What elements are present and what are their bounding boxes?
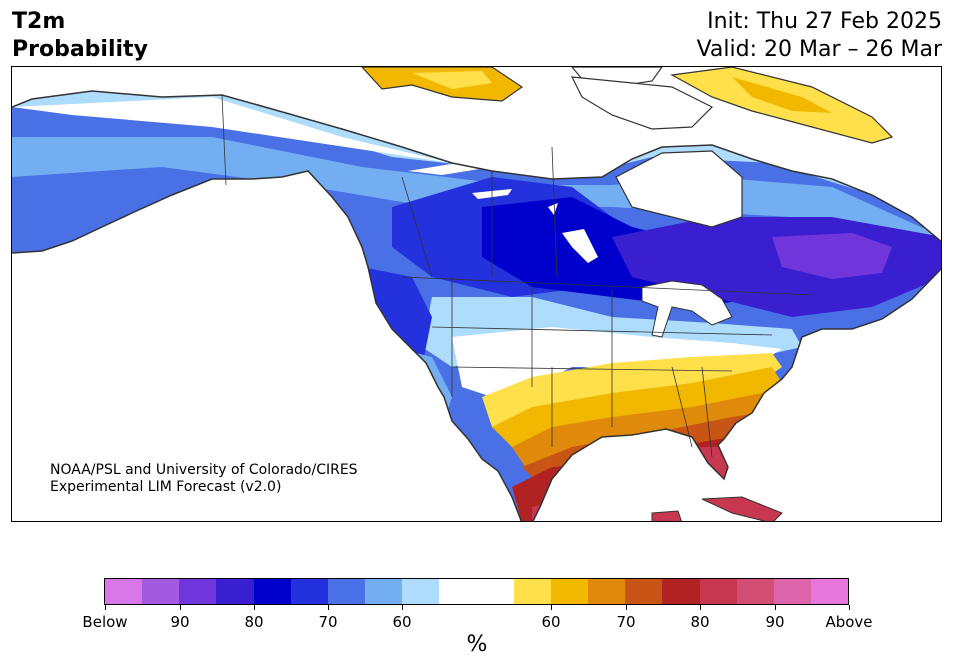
colorbar-segment [105, 579, 143, 604]
reindeer-lake [548, 203, 558, 215]
colorbar-segment [142, 579, 180, 604]
colorbar-segment [216, 579, 254, 604]
colorbar-tick-label: 60 [541, 613, 561, 631]
great-slave-lake [408, 159, 492, 175]
cuba [701, 496, 783, 521]
colorbar-tick-mark [775, 605, 776, 610]
field-title: Probability [12, 37, 148, 62]
colorbar-tick-label: 60 [392, 613, 412, 631]
valid-range: Valid: 20 Mar – 26 Mar [696, 37, 942, 62]
colorbar-tick-mark [254, 605, 255, 610]
colorbar-segment [736, 579, 774, 604]
hudson-bay [615, 150, 743, 228]
great-lakes [641, 280, 733, 338]
colorbar-segment [253, 579, 291, 604]
colorbar-segment [402, 579, 440, 604]
colorbar-tick-mark [551, 605, 552, 610]
band-white-north [12, 97, 452, 163]
colorbar-segment [327, 579, 366, 604]
credit-text: NOAA/PSL and University of Colorado/CIRE… [50, 462, 358, 496]
variable-title: T2m [12, 9, 66, 34]
colorbar-segment [476, 579, 514, 604]
colorbar-tick-label: Above [825, 613, 873, 631]
colorbar-tick-mark [328, 605, 329, 610]
yucatan [651, 510, 682, 521]
colorbar-tick-label: 70 [318, 613, 338, 631]
baffin-region [570, 76, 714, 130]
colorbar-segment [699, 579, 737, 604]
colorbar-tick-label: 90 [765, 613, 785, 631]
colorbar-segment [550, 579, 589, 604]
colorbar-segment [773, 579, 811, 604]
init-date: Init: Thu 27 Feb 2025 [707, 9, 942, 34]
political-borders [221, 94, 813, 458]
colorbar-tick-mark [402, 605, 403, 610]
colorbar-tick-mark [700, 605, 701, 610]
colorbar-segment [290, 579, 328, 604]
colorbar-segment [513, 579, 551, 604]
date-block: Init: Thu 27 Feb 2025 Valid: 20 Mar – 26… [697, 8, 942, 64]
colorbar-segment [588, 579, 626, 604]
colorbar-segment [365, 579, 403, 604]
credit-line-2: Experimental LIM Forecast (v2.0) [50, 479, 282, 495]
colorbar-tick-label: 90 [170, 613, 190, 631]
credit-line-1: NOAA/PSL and University of Colorado/CIRE… [50, 462, 358, 478]
arctic-island-inner [412, 71, 492, 89]
colorbar [104, 578, 849, 605]
colorbar-tick-label: 80 [244, 613, 264, 631]
colorbar-segment [179, 579, 217, 604]
colorbar-segment [439, 579, 477, 604]
probability-map: NOAA/PSL and University of Colorado/CIRE… [11, 66, 942, 522]
colorbar-segment [662, 579, 700, 604]
colorbar-tick-mark [626, 605, 627, 610]
colorbar-tick-mark [105, 605, 106, 610]
colorbar-tick-mark [180, 605, 181, 610]
colorbar-tick-mark [849, 605, 850, 610]
colorbar-tick-label: 70 [616, 613, 636, 631]
band-90-violet [772, 233, 892, 279]
colorbar-tick-label: 80 [690, 613, 710, 631]
colorbar-tick-label: Below [82, 613, 128, 631]
title-block: T2m Probability [12, 8, 148, 64]
greenland-core [732, 77, 832, 113]
colorbar-unit: % [466, 632, 488, 657]
map-canvas [12, 67, 941, 521]
lake-winnipeg [562, 229, 598, 263]
coastline [12, 90, 941, 521]
colorbar-segment [810, 579, 849, 604]
colorbar-segment [625, 579, 663, 604]
